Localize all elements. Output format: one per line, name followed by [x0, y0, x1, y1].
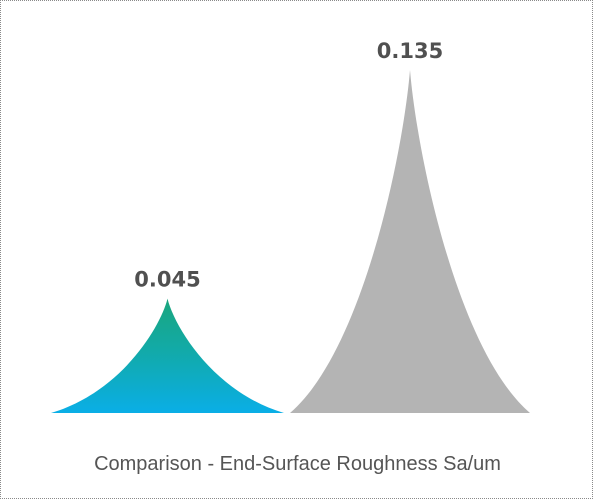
bar-0-spike	[51, 298, 284, 413]
chart-title: Comparison - End-Surface Roughness Sa/um	[94, 453, 501, 475]
bar-1-value-label: 0.135	[377, 39, 443, 63]
bar-0-value-label: 0.045	[134, 268, 200, 292]
bar-1-spike	[290, 70, 530, 413]
